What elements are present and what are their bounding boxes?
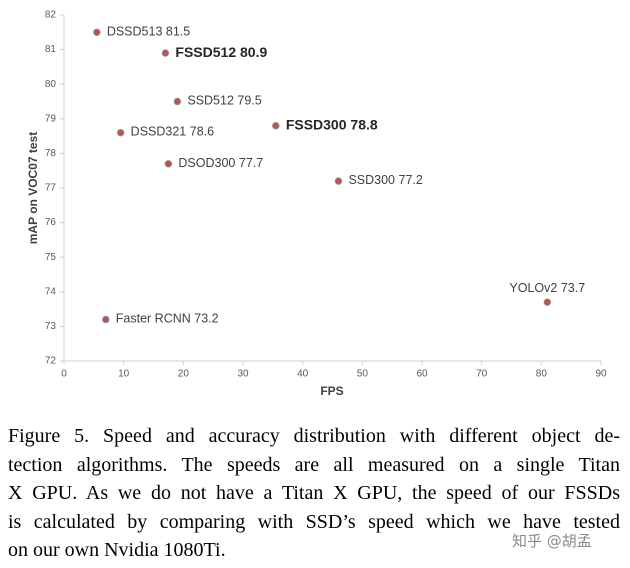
point: [543, 298, 551, 306]
caption: Figure 5. Speed and accuracy distributio…: [8, 422, 620, 565]
point-value: 73.2: [194, 312, 218, 326]
y-tick-label: 74: [45, 286, 57, 297]
point-label: SSD512 79.5: [187, 94, 261, 108]
point-name: DSOD300: [178, 156, 235, 170]
point: [161, 49, 170, 57]
caption-line: on our own Nvidia 1080Ti.: [8, 539, 226, 561]
point-value: 81.5: [166, 25, 190, 39]
x-tick-label: 90: [595, 369, 607, 380]
y-tick-label: 79: [45, 113, 57, 124]
x-tick-label: 70: [476, 369, 488, 380]
point: [93, 28, 101, 36]
x-tick-label: 80: [536, 369, 548, 380]
point-label: DSSD321 78.6: [131, 125, 214, 139]
point-value: 77.7: [239, 156, 263, 170]
x-tick-label: 60: [416, 369, 428, 380]
point-name: DSSD321: [131, 125, 187, 139]
point-value: 79.5: [237, 94, 261, 108]
x-tick-label: 30: [237, 369, 249, 380]
point-value: 80.9: [240, 44, 267, 60]
point-name: Faster RCNN: [116, 312, 191, 326]
caption-line: Figure 5. Speed and accuracy distributio…: [8, 425, 620, 447]
x-tick-label: 10: [118, 369, 130, 380]
point-name: SSD300: [348, 173, 395, 187]
y-axis-label: mAP on VOC07 test: [26, 132, 40, 244]
caption-line: tection algorithms. The speeds are all m…: [8, 453, 620, 476]
x-tick-label: 50: [357, 369, 369, 380]
point-name: YOLOv2: [509, 281, 557, 295]
y-tick-label: 77: [45, 183, 57, 194]
point-name: FSSD512: [175, 44, 236, 60]
point: [334, 177, 343, 185]
y-tick-label: 76: [45, 217, 57, 228]
y-tick-label: 78: [45, 148, 57, 159]
x-tick-label: 0: [61, 369, 67, 380]
point-label: YOLOv2 73.7: [509, 281, 585, 295]
point-value: 73.7: [561, 281, 585, 295]
point-name: SSD512: [187, 94, 234, 108]
point-value: 78.8: [350, 116, 377, 132]
x-axis-label: FPS: [320, 384, 343, 398]
y-tick-label: 80: [45, 79, 57, 90]
point: [173, 97, 182, 106]
point: [102, 315, 110, 324]
point: [116, 128, 125, 137]
y-tick-label: 73: [45, 321, 57, 332]
point-name: DSSD513: [107, 25, 163, 39]
point-label: DSSD513 81.5: [107, 25, 190, 39]
point-label: FSSD300 78.8: [286, 116, 378, 132]
caption-line: X GPU. As we do not have a Titan X GPU, …: [8, 482, 620, 504]
watermark: 知乎 @胡孟: [512, 532, 592, 550]
point-label: FSSD512 80.9: [175, 44, 267, 60]
x-tick-label: 20: [178, 369, 190, 380]
point-label: Faster RCNN 73.2: [116, 312, 219, 326]
point-value: 77.2: [399, 173, 423, 187]
point: [164, 160, 173, 168]
y-tick-label: 75: [45, 252, 57, 263]
point-label: SSD300 77.2: [348, 173, 422, 187]
y-tick-label: 72: [45, 356, 57, 367]
point-name: FSSD300: [286, 116, 347, 132]
y-tick-label: 82: [45, 10, 57, 21]
y-tick-label: 81: [45, 44, 57, 55]
point-value: 78.6: [190, 125, 214, 139]
chart: FPS mAP on VOC07 test 72 73 74 75 76 77 78 79 80…: [26, 10, 607, 399]
point: [272, 122, 280, 130]
caption-line: is calculated by comparing with SSD’s sp…: [8, 510, 620, 533]
x-tick-label: 40: [297, 369, 309, 380]
point-label: DSOD300 77.7: [178, 156, 263, 170]
